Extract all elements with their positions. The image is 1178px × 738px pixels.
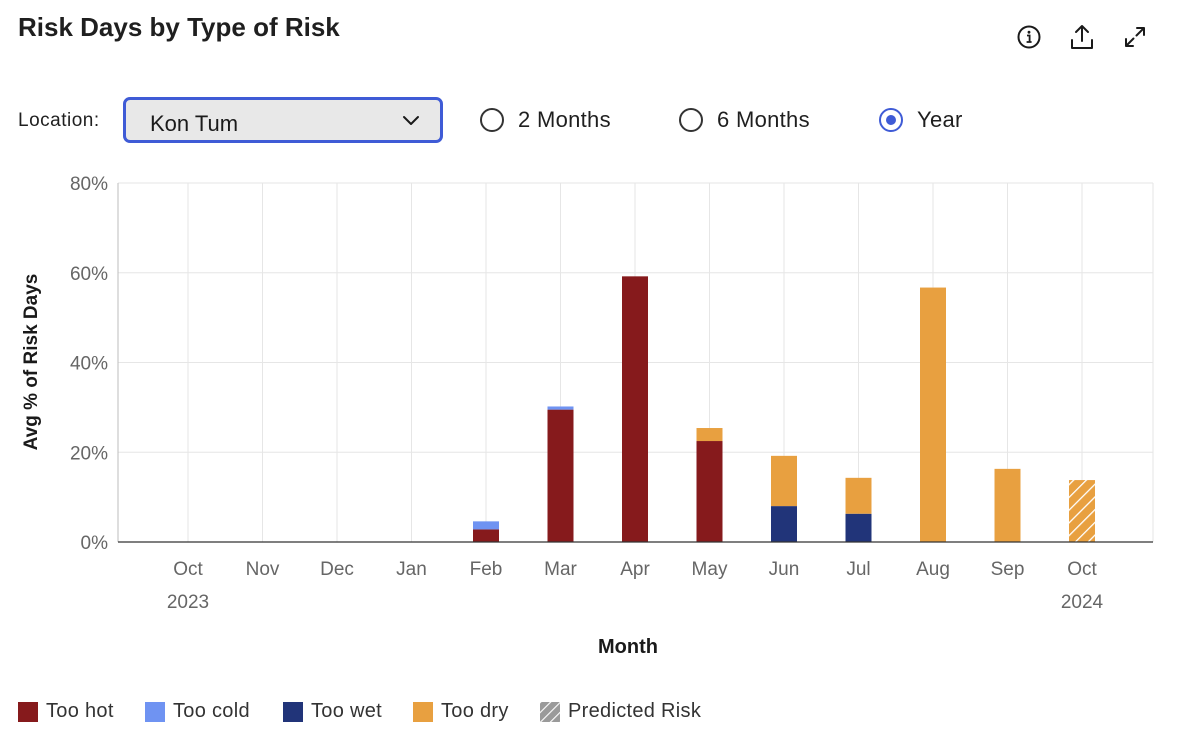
axes: 0% 20% 40% 60% 80% Oct Nov Dec Jan Feb Mar Apr May Ju… <box>70 174 1153 613</box>
info-icon[interactable] <box>1012 20 1046 54</box>
x-tick-label: Dec <box>320 559 354 580</box>
legend-swatch <box>18 701 38 722</box>
radio-circle <box>480 108 504 132</box>
bar-segment-too-hot[interactable] <box>696 441 723 542</box>
bar-segment-too-hot[interactable] <box>473 529 499 542</box>
legend-swatch-hatched <box>540 701 560 722</box>
bar-segment-too-dry[interactable] <box>994 468 1021 542</box>
bar-segment-too-dry[interactable] <box>771 455 797 507</box>
legend-label: Too wet <box>311 700 383 722</box>
legend-swatch <box>283 701 303 722</box>
x-tick-label: Apr <box>620 559 650 580</box>
bar-segment-too-dry-predicted[interactable] <box>1069 480 1095 542</box>
legend-label: Too hot <box>46 700 114 722</box>
bar-segment-too-cold[interactable] <box>547 406 574 410</box>
bar-segment-too-hot[interactable] <box>547 409 574 542</box>
y-tick-label: 40% <box>70 354 108 375</box>
y-tick-label: 80% <box>70 174 108 195</box>
legend-item-predicted-risk[interactable]: Predicted Risk <box>540 700 701 723</box>
x-tick-label: Sep <box>991 559 1025 580</box>
legend-swatch <box>145 701 165 722</box>
radio-circle-selected <box>879 108 903 132</box>
legend-label: Too dry <box>441 700 509 722</box>
x-tick-label: Nov <box>246 559 280 580</box>
bar-segment-too-dry[interactable] <box>696 428 723 442</box>
chart-legend: Too hot Too cold Too wet Too dry Predict… <box>18 700 1018 726</box>
export-icon[interactable] <box>1065 20 1099 54</box>
legend-label: Predicted Risk <box>568 700 702 722</box>
x-tick-label: May <box>692 559 728 580</box>
legend-item-too-cold[interactable]: Too cold <box>145 700 250 723</box>
chart-controls: Location: Kon Tum 2 Months 6 Months Year <box>18 97 1018 147</box>
toolbar <box>1010 20 1160 54</box>
location-select[interactable]: Kon Tum <box>123 97 443 143</box>
legend-item-too-hot[interactable]: Too hot <box>18 700 114 723</box>
range-label: 6 Months <box>717 107 810 132</box>
radio-circle <box>679 108 703 132</box>
y-axis-title: Avg % of Risk Days <box>21 274 42 451</box>
bar-segment-too-wet[interactable] <box>845 513 872 542</box>
bar-segment-too-wet[interactable] <box>771 506 797 542</box>
range-year-radio[interactable]: Year <box>879 105 963 135</box>
x-tick-label: Jul <box>846 559 870 580</box>
year-label: 2023 <box>167 592 209 613</box>
bar-segment-too-cold[interactable] <box>473 521 499 530</box>
location-label: Location: <box>18 110 100 131</box>
bar-segment-too-dry[interactable] <box>920 287 946 542</box>
range-label: 2 Months <box>518 107 611 132</box>
legend-swatch <box>413 701 433 722</box>
x-axis-title: Month <box>598 636 658 658</box>
y-tick-label: 0% <box>81 533 109 554</box>
range-label: Year <box>917 107 963 132</box>
x-tick-label: Mar <box>544 559 577 580</box>
legend-item-too-dry[interactable]: Too dry <box>413 700 509 723</box>
x-tick-label: Oct <box>1067 559 1097 580</box>
bar-segment-too-dry[interactable] <box>845 477 872 514</box>
x-tick-label: Jun <box>769 559 800 580</box>
expand-icon[interactable] <box>1118 20 1152 54</box>
x-tick-label: Aug <box>916 559 950 580</box>
legend-label: Too cold <box>173 700 250 722</box>
x-tick-label: Oct <box>173 559 203 580</box>
range-6-months-radio[interactable]: 6 Months <box>679 105 810 135</box>
page-title: Risk Days by Type of Risk <box>18 12 340 42</box>
chevron-down-icon <box>402 114 420 132</box>
x-tick-label: Jan <box>396 559 427 580</box>
risk-days-chart: 0% 20% 40% 60% 80% Oct Nov Dec Jan Feb Mar Apr May Ju… <box>21 174 1154 658</box>
x-tick-label: Feb <box>470 559 503 580</box>
range-2-months-radio[interactable]: 2 Months <box>480 105 611 135</box>
year-label: 2024 <box>1061 592 1104 613</box>
y-tick-label: 60% <box>70 264 108 285</box>
legend-item-too-wet[interactable]: Too wet <box>283 700 382 723</box>
y-tick-label: 20% <box>70 443 108 464</box>
bar-segment-too-hot[interactable] <box>622 276 648 542</box>
location-value: Kon Tum <box>150 111 239 136</box>
bars <box>473 276 1095 542</box>
